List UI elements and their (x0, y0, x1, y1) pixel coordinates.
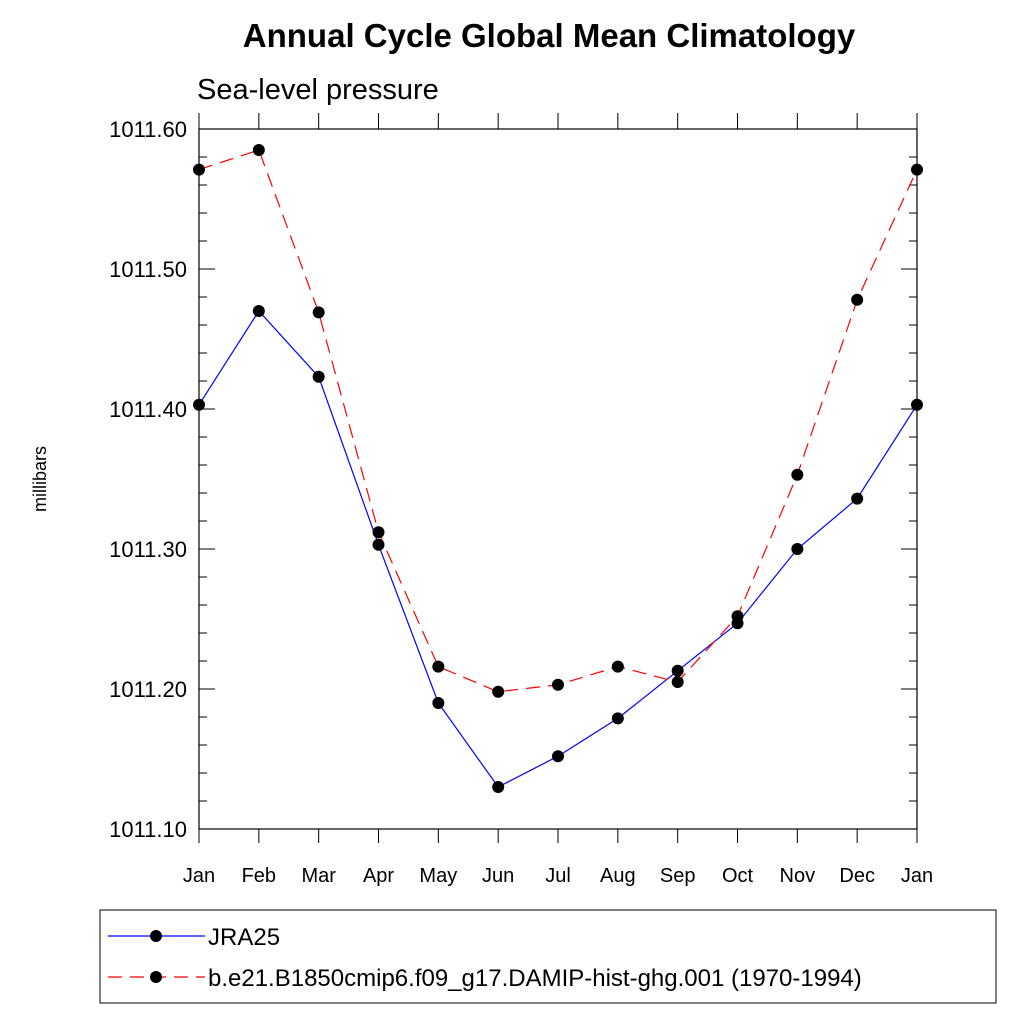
x-tick-labels: Jan Feb Mar Apr May Jun Jul Aug Sep Oct Nov Dec Jan (183, 865, 933, 887)
chart-subtitle: Sea-level pressure (197, 74, 439, 106)
x-tick-label: Jul (545, 865, 571, 887)
data-point-model (851, 293, 864, 306)
x-tick-label: May (419, 865, 457, 887)
y-tick-label: 1011.20 (109, 677, 187, 702)
data-point-model (552, 678, 564, 691)
data-point-model (492, 685, 505, 698)
x-tick-label: Jan (901, 865, 933, 887)
data-point-model (671, 676, 684, 688)
series-line-jra25 (198, 310, 918, 788)
data-point-jra25 (312, 370, 325, 383)
x-tick-label: Nov (780, 865, 816, 887)
chart-title: Annual Cycle Global Mean Climatology (243, 17, 856, 54)
y-axis-label: millibars (30, 446, 50, 512)
plot-frame (198, 128, 918, 830)
x-tick-label: Jun (482, 865, 514, 887)
data-point-model (432, 660, 445, 673)
y-tick-label: 1011.60 (109, 117, 187, 142)
axis-ticks (198, 113, 918, 843)
y-tick-labels: 1011.10 1011.20 1011.30 1011.40 1011.50 1011.… (109, 117, 187, 842)
x-tick-label: Dec (839, 865, 875, 887)
x-tick-label: Feb (242, 865, 276, 887)
legend-label-jra25: JRA25 (208, 924, 280, 951)
data-point-jra25 (851, 492, 864, 505)
data-point-model (731, 610, 744, 623)
legend-entry-jra25: JRA25 (108, 924, 280, 951)
data-point-jra25 (372, 538, 385, 551)
data-point-jra25 (791, 543, 804, 555)
series-line-model (198, 149, 918, 693)
y-tick-label: 1011.40 (109, 397, 187, 422)
data-point-model (372, 526, 385, 539)
legend-marker-model (150, 971, 162, 983)
data-point-jra25 (492, 781, 505, 793)
legend-entry-model: b.e21.B1850cmip6.f09_g17.DAMIP-hist-ghg.… (108, 965, 862, 992)
data-point-jra25 (432, 697, 445, 709)
x-tick-label: Apr (363, 865, 394, 887)
y-tick-label: 1011.30 (109, 537, 187, 562)
x-tick-label: Aug (600, 865, 636, 887)
data-point-jra25 (611, 712, 624, 725)
data-point-model (252, 144, 265, 156)
data-point-jra25 (671, 664, 684, 677)
data-point-model (312, 306, 325, 319)
data-point-jra25 (552, 750, 564, 763)
x-tick-label: Sep (660, 865, 696, 887)
x-tick-label: Mar (301, 865, 336, 887)
data-point-jra25 (252, 305, 265, 317)
legend-label-model: b.e21.B1850cmip6.f09_g17.DAMIP-hist-ghg.… (208, 965, 862, 992)
x-tick-label: Jan (183, 865, 215, 887)
legend-marker-jra25 (150, 930, 162, 942)
series-layer (193, 144, 923, 793)
y-tick-label: 1011.50 (109, 257, 187, 282)
data-point-model (791, 468, 804, 481)
y-tick-label: 1011.10 (109, 817, 187, 842)
legend-box (99, 909, 997, 1004)
x-tick-label: Oct (722, 865, 754, 887)
legend: JRA25 b.e21.B1850cmip6.f09_g17.DAMIP-his… (99, 909, 997, 1004)
data-point-model (611, 660, 624, 673)
